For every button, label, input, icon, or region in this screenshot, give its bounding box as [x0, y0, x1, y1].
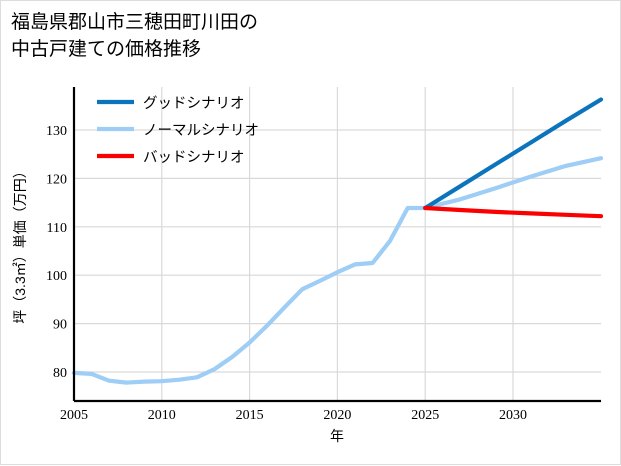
x-tick-label: 2015: [236, 408, 264, 423]
x-tick-label: 2030: [499, 408, 527, 423]
page-title: 福島県郡山市三穂田町川田の 中古戸建ての価格推移: [11, 12, 259, 60]
series-line-good: [423, 97, 604, 211]
y-tick-label: 130: [46, 124, 67, 139]
y-axis-title: 坪（3.3㎡）単価（万円）: [12, 164, 28, 323]
x-tick-label: 2020: [323, 408, 351, 423]
x-tick-label: 2025: [411, 408, 439, 423]
x-tick-label: 2005: [60, 408, 88, 423]
legend-label-good: グッドシナリオ: [143, 95, 245, 112]
y-tick-label: 80: [53, 366, 67, 381]
y-tick-label: 110: [47, 221, 67, 236]
y-tick-labels: 130 120 110 100 90 80: [46, 124, 67, 381]
chart-legend: グッドシナリオ ノーマルシナリオ バッドシナリオ: [97, 95, 259, 166]
series-line-normal: [71, 156, 604, 385]
x-tick-labels: 2005 2010 2015 2020 2025 2030: [60, 408, 527, 423]
x-axis-title: 年: [330, 428, 344, 444]
legend-label-bad: バッドシナリオ: [143, 150, 245, 166]
legend-label-normal: ノーマルシナリオ: [143, 123, 259, 139]
x-gridlines: [161, 87, 514, 401]
y-tick-label: 120: [46, 172, 67, 187]
series-line-bad: [423, 205, 604, 219]
y-tick-label: 100: [46, 269, 67, 284]
y-tick-label: 90: [53, 318, 67, 333]
x-tick-label: 2010: [148, 408, 176, 423]
